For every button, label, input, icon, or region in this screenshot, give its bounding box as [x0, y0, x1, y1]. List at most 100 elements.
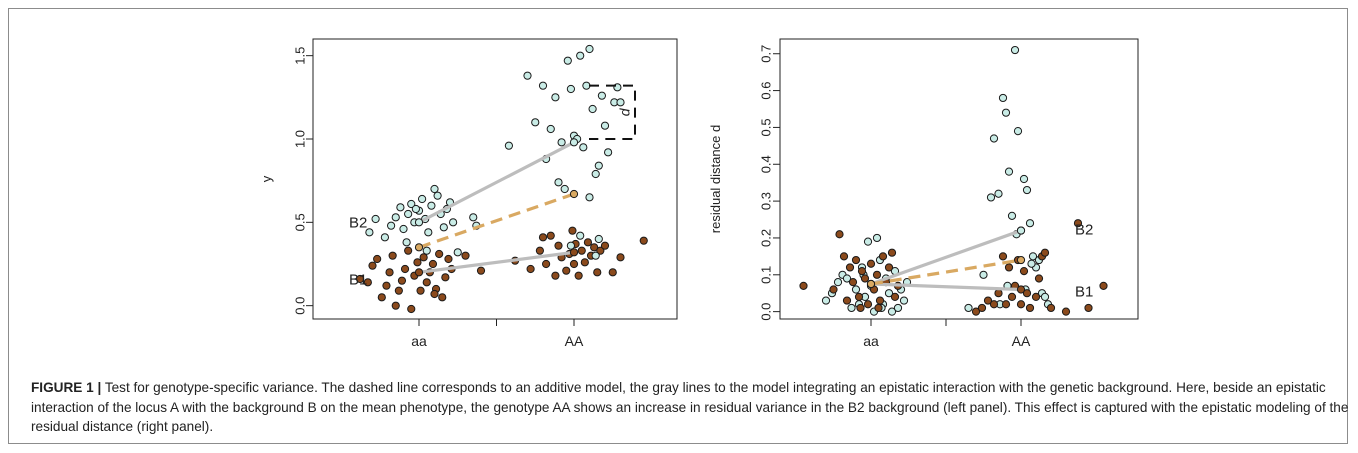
b2-point — [588, 104, 597, 114]
b1-point — [983, 296, 993, 305]
b2-point — [833, 278, 843, 287]
y-tick-label: 0.1 — [758, 266, 773, 284]
additive-model-line — [418, 192, 575, 249]
b1-point — [546, 231, 555, 240]
b2-point — [402, 238, 411, 247]
figure-caption: FIGURE 1 | Test for genotype-specific va… — [31, 378, 1349, 437]
b2-point — [594, 234, 603, 244]
b1-point — [839, 252, 849, 261]
b1-point — [1061, 307, 1071, 316]
left-panel: 0.0 0.5 1.0 1.5 aa AA y B2 B1 d — [259, 38, 678, 349]
b2-point — [979, 270, 988, 279]
b1-point — [845, 263, 855, 272]
b1-point — [854, 292, 864, 301]
b1-point — [1040, 248, 1050, 257]
b1-point — [441, 273, 450, 282]
b2-point — [863, 237, 873, 246]
b1-point — [551, 271, 560, 280]
b2-point — [554, 178, 563, 187]
b1-point — [874, 303, 883, 313]
b2-point — [600, 121, 610, 130]
b2-point — [391, 213, 400, 222]
b1-point — [382, 281, 391, 290]
b1-point — [391, 301, 400, 310]
b1-point — [526, 264, 535, 274]
b2-point — [1022, 185, 1032, 195]
b2-point — [523, 71, 532, 80]
b2-point — [1007, 211, 1017, 220]
y-tick-label: 0.7 — [758, 45, 773, 63]
b1-point — [397, 276, 407, 285]
mean-point — [1016, 255, 1026, 265]
figure-caption-text: Test for genotype-specific variance. The… — [31, 380, 1349, 435]
y-tick-label: 0.0 — [292, 297, 307, 315]
x-tick-label: AA — [1012, 333, 1031, 349]
b2-point — [453, 248, 462, 257]
b2-point — [1019, 174, 1029, 184]
b1-point — [377, 293, 386, 302]
b1-point — [860, 274, 870, 283]
b1-point — [404, 246, 413, 255]
mean-point — [569, 138, 579, 147]
b1-line-label: B1 — [1075, 284, 1093, 301]
b2-point — [387, 221, 396, 230]
b2-point — [365, 228, 374, 237]
b2-point — [582, 81, 591, 90]
b1-point — [562, 266, 571, 275]
mean-point — [414, 243, 424, 252]
b2-point — [449, 218, 458, 227]
b2-point — [884, 289, 894, 298]
b1-point — [385, 268, 394, 277]
b1-point — [1004, 263, 1014, 272]
b1-point — [851, 255, 861, 265]
mean-point — [569, 189, 579, 199]
b1-point — [1084, 303, 1093, 313]
b2-point — [597, 91, 607, 100]
b1-point — [872, 270, 882, 279]
b1-point — [998, 252, 1008, 261]
b1-point — [363, 278, 372, 287]
y-tick-label: 0.6 — [758, 82, 773, 100]
b2-point — [998, 93, 1008, 103]
mean-point — [1016, 226, 1026, 235]
mean-point — [1016, 285, 1026, 294]
b1-point — [1034, 274, 1044, 283]
mean-point — [414, 218, 424, 227]
b2-point — [899, 296, 909, 305]
b1-point — [400, 264, 410, 274]
bracket-label: d — [617, 107, 633, 116]
b2-point — [964, 303, 973, 313]
b1-point — [574, 271, 583, 280]
b2-point — [1004, 167, 1014, 176]
b2-point — [424, 228, 433, 237]
b2-point — [563, 56, 572, 65]
b2-point — [1040, 292, 1050, 301]
b2-point — [591, 169, 600, 179]
b2-point — [887, 307, 897, 316]
b2-point — [585, 44, 594, 54]
b1-point — [616, 253, 625, 262]
b2-point — [538, 81, 548, 90]
b2-point — [546, 124, 555, 134]
b1-point — [887, 248, 897, 257]
figure-frame: 0.0 0.5 1.0 1.5 aa AA y B2 B1 d 0.0 0.1 0.2 0.3 0.4 0.… — [8, 8, 1348, 444]
b2-point — [1001, 108, 1011, 117]
b1-point — [568, 226, 577, 235]
y-tick-label: 0.3 — [758, 192, 773, 210]
b1-point — [890, 292, 900, 301]
b2-point — [469, 213, 478, 222]
b1-point — [977, 303, 987, 313]
b1-point — [1046, 303, 1056, 313]
b2-line-label: B2 — [349, 214, 367, 231]
b1-point — [994, 289, 1003, 298]
b1-point — [1001, 300, 1011, 309]
b1-point — [600, 241, 610, 250]
b1-point — [1073, 219, 1083, 228]
b1-point — [407, 304, 416, 314]
b2-point — [1025, 219, 1035, 228]
y-tick-label: 0.5 — [292, 213, 307, 231]
additive-model-line — [870, 258, 1022, 286]
b2-point — [551, 93, 560, 102]
figure-label: FIGURE 1 | — [31, 380, 102, 395]
